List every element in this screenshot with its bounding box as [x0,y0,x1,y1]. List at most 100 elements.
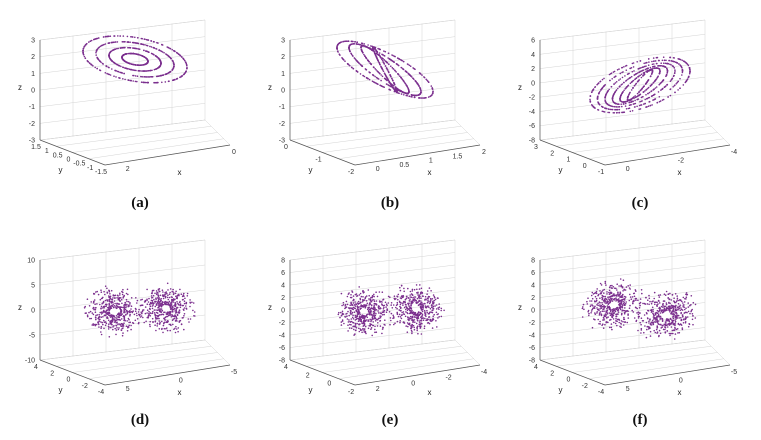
data-point [632,66,635,68]
data-point [159,308,161,310]
data-point [123,294,125,297]
grid-line [539,76,706,98]
data-point [349,64,351,67]
data-point [138,313,140,316]
data-point [367,309,370,312]
data-point [635,77,638,79]
data-point [373,306,376,309]
data-point [186,64,188,67]
data-point [402,68,405,70]
data-point [381,301,383,303]
data-point [170,301,173,304]
data-point [400,76,402,79]
data-point [104,310,106,313]
data-point [661,319,664,321]
data-point [428,306,430,309]
data-point [365,56,367,59]
grid-line [556,126,712,147]
data-point [397,73,399,75]
data-point [154,314,156,316]
data-point [107,325,110,328]
data-point [378,48,381,50]
data-point [162,294,164,296]
data-point [173,315,176,318]
data-point [409,298,411,300]
data-point [115,315,118,317]
data-point [614,90,617,93]
data-point [129,321,132,324]
data-point [411,331,413,333]
data-point [162,291,164,293]
data-point [379,312,382,314]
data-point [418,300,420,302]
panel-e: 8 6 4 2 0 -2 -4 -6 -8 4 2 0 -2 2 0 -2 -4 z y x [255,220,505,440]
data-point [363,304,365,306]
data-point [627,99,629,101]
data-point [614,82,617,84]
data-point [420,291,422,293]
data-point [353,304,356,306]
data-point [601,78,604,81]
data-point [606,91,609,93]
data-point [109,321,111,323]
data-point [427,299,429,302]
data-point [179,303,182,305]
data-point [135,47,138,50]
data-point [421,97,424,99]
data-point [134,310,137,312]
data-point [429,311,431,313]
data-point [618,285,620,287]
data-point [375,56,378,58]
z-tick-label: 3 [31,38,35,45]
data-point [641,70,643,72]
data-point [157,314,160,317]
data-point [174,308,176,310]
data-point [377,306,380,309]
data-point [153,309,156,311]
data-point [637,80,639,82]
data-point [154,305,157,308]
data-point [613,76,615,79]
data-point [615,112,618,114]
data-point [633,85,636,87]
data-point [413,298,416,300]
y-tick-label: 2 [550,150,554,157]
data-point [411,332,413,335]
x-tick-label: -4 [481,369,487,376]
data-point [173,78,176,81]
data-point [122,78,124,80]
data-point [171,311,174,313]
data-point [636,61,638,63]
data-point [400,59,403,61]
data-point [411,309,413,312]
data-point [356,295,358,297]
x-tick-label: 0 [376,166,380,173]
data-point [404,298,407,301]
data-point [404,301,406,304]
data-point [424,305,427,307]
data-point [649,104,652,107]
data-point [430,290,432,292]
grid-line [39,36,206,57]
z-tick-label: -10 [25,358,35,365]
data-point [389,317,392,319]
data-point [102,302,104,304]
data-point [160,62,162,65]
data-point [676,328,679,330]
data-point [105,305,107,308]
data-point [652,89,654,91]
data-point [408,91,410,94]
grid-line [289,103,456,124]
z-tick-label: -8 [529,138,535,145]
data-point [105,313,108,315]
data-point [146,309,149,311]
data-point [96,67,98,70]
data-point [613,93,615,95]
z-tick-label: -3 [29,138,35,145]
data-point [341,320,344,322]
data-point [423,76,425,78]
data-point [161,51,164,53]
data-point [411,319,413,322]
